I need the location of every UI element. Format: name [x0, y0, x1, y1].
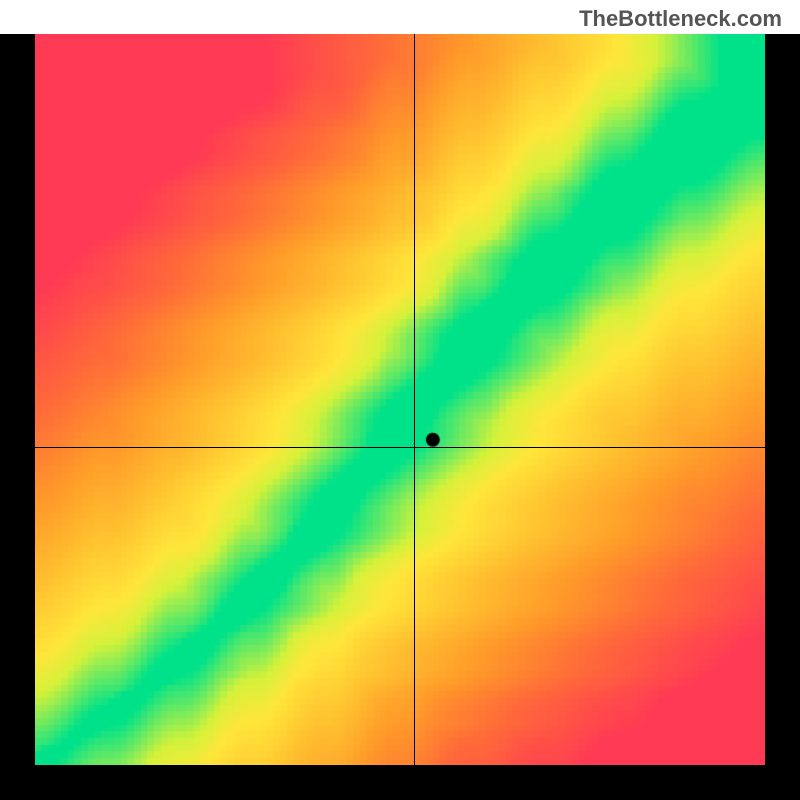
- chart-container: TheBottleneck.com: [0, 0, 800, 800]
- crosshair-vertical: [414, 34, 415, 765]
- crosshair-horizontal: [35, 447, 765, 448]
- watermark-text: TheBottleneck.com: [577, 6, 784, 34]
- marker-canvas: [35, 34, 765, 765]
